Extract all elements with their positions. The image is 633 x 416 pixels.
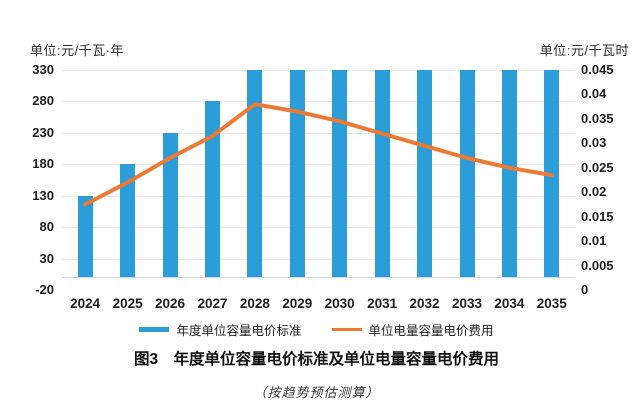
bar bbox=[374, 70, 390, 278]
right-axis-tick-label: 0.045 bbox=[581, 62, 614, 77]
x-axis-year-label: 2025 bbox=[112, 296, 143, 311]
gridline bbox=[62, 101, 575, 103]
right-axis-tick-label: 0.03 bbox=[581, 135, 607, 151]
gridline bbox=[62, 195, 575, 197]
right-axis-tick-label: 0.02 bbox=[581, 184, 607, 200]
legend-bar-swatch bbox=[139, 327, 170, 332]
x-axis-year-label: 2026 bbox=[154, 296, 186, 311]
x-axis-year-label: 2033 bbox=[451, 296, 483, 311]
left-axis-tick-label: 130 bbox=[32, 187, 54, 203]
left-axis-tick-label: 280 bbox=[32, 93, 54, 109]
bar bbox=[77, 195, 93, 278]
legend-item-label: 年度单位容量电价标准 bbox=[176, 324, 302, 338]
right-axis-tick-label: 0.025 bbox=[581, 159, 614, 175]
left-axis-tick-label: 230 bbox=[32, 124, 54, 140]
legend: 年度单位容量电价标准 单位电量容量电价费用 bbox=[0, 320, 633, 339]
left-axis-tick-label: 80 bbox=[39, 219, 54, 235]
x-axis-year-label: 2030 bbox=[324, 296, 355, 311]
line-series bbox=[83, 102, 554, 207]
bar bbox=[289, 70, 305, 278]
figure-subtitle: （按趋势预估测算） bbox=[253, 386, 380, 401]
left-axis-tick-label: 330 bbox=[32, 62, 54, 77]
gridline bbox=[62, 258, 575, 260]
bar bbox=[247, 70, 263, 278]
x-axis-year-label: 2024 bbox=[70, 296, 101, 311]
right-axis-unit-label: 单位:元/千瓦时 bbox=[539, 43, 629, 58]
legend-item: 年度单位容量电价标准 bbox=[139, 320, 302, 339]
right-axis-tick-label: 0.04 bbox=[581, 86, 607, 102]
bar bbox=[120, 164, 136, 278]
plot-area bbox=[62, 70, 575, 290]
x-axis-year-label: 2032 bbox=[409, 296, 440, 311]
left-axis-tick-label: 180 bbox=[32, 156, 54, 172]
legend-item: 单位电量容量电价费用 bbox=[331, 320, 494, 339]
x-axis-line bbox=[62, 277, 575, 279]
bar bbox=[459, 70, 475, 278]
bar bbox=[417, 70, 432, 278]
figure-title: 图3 年度单位容量电价标准及单位电量容量电价费用 bbox=[133, 351, 500, 368]
gridline bbox=[62, 70, 575, 71]
left-axis-unit-label: 单位:元/千瓦·年 bbox=[30, 43, 125, 58]
x-axis-year-label: 2035 bbox=[536, 296, 567, 311]
right-axis-tick-label: 0.035 bbox=[581, 110, 614, 126]
left-axis-tick-label: 30 bbox=[39, 250, 54, 266]
bar bbox=[205, 101, 220, 278]
x-axis-year-label: 2031 bbox=[367, 296, 398, 311]
bar bbox=[501, 70, 517, 278]
right-axis-tick-label: 0.01 bbox=[581, 233, 607, 249]
bar bbox=[162, 132, 178, 278]
gridline bbox=[62, 132, 575, 134]
gridline bbox=[62, 227, 575, 229]
legend-item-label: 单位电量容量电价费用 bbox=[368, 324, 494, 338]
x-axis-year-label: 2029 bbox=[282, 296, 313, 311]
x-axis-year-label: 2034 bbox=[494, 296, 525, 311]
right-axis-tick-label: 0.005 bbox=[581, 257, 614, 273]
right-axis-tick-label: 0 bbox=[581, 282, 589, 297]
x-axis-year-label: 2028 bbox=[239, 296, 270, 311]
legend-line-swatch bbox=[331, 328, 362, 331]
x-axis-year-label: 2027 bbox=[197, 296, 228, 311]
left-axis-tick-label: -20 bbox=[35, 282, 54, 297]
gridline bbox=[62, 164, 575, 166]
right-axis-tick-label: 0.015 bbox=[581, 208, 614, 224]
